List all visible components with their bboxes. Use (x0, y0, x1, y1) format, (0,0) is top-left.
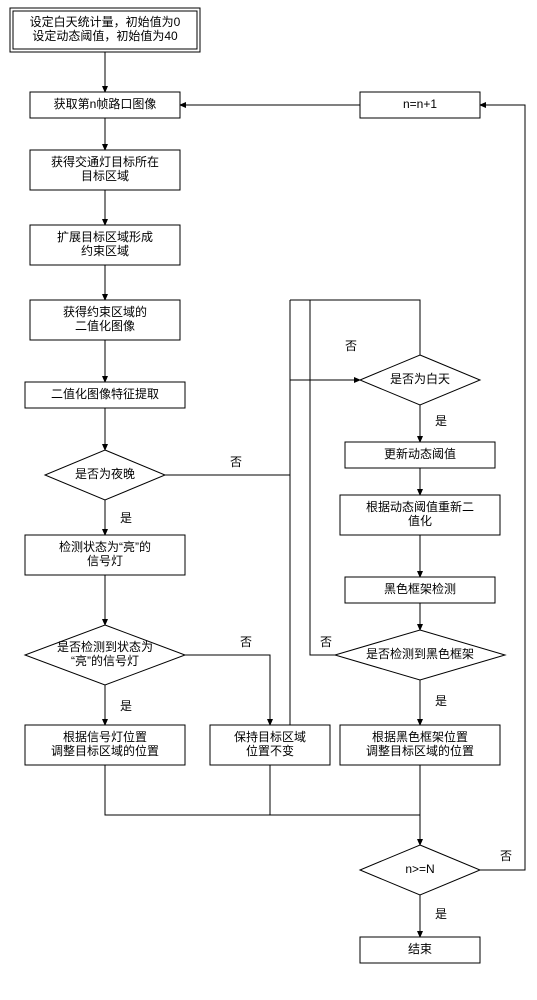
edge-label: 是 (435, 414, 447, 428)
edge-label: 是 (120, 699, 132, 713)
node-text: 根据黑色框架位置 (372, 729, 468, 744)
node-text: 信号灯 (87, 554, 123, 568)
node-text: 调整目标区域的位置 (366, 743, 474, 758)
node-text: “亮”的信号灯 (71, 653, 139, 668)
node-night: 是否为夜晚 (45, 450, 165, 500)
node-text: 是否为白天 (390, 371, 450, 386)
edge-label: 否 (230, 455, 242, 469)
edge-label: 否 (500, 849, 512, 863)
node-feat: 二值化图像特征提取 (25, 382, 185, 408)
node-text: 黑色框架检测 (384, 581, 456, 596)
node-text: 获取第n帧路口图像 (54, 96, 157, 111)
node-rebin: 根据动态阈值重新二值化 (340, 495, 500, 535)
node-text: 约束区域 (81, 243, 129, 258)
node-text: 设定白天统计量，初始值为0 (30, 14, 181, 29)
node-text: 根据动态阈值重新二 (366, 499, 474, 514)
node-bfdet: 黑色框架检测 (345, 577, 495, 603)
node-nN: n>=N (360, 845, 480, 895)
nodes: 设定白天统计量，初始值为0设定动态阈值，初始值为40 获取第n帧路口图像 n=n+1… (10, 8, 505, 963)
node-text: 二值化图像 (75, 318, 135, 333)
flowchart: 是否否是是否否是是否设定白天统计量，初始值为0设定动态阈值，初始值为40获取第n… (0, 0, 537, 1000)
node-bin: 获得约束区域的二值化图像 (30, 300, 180, 340)
node-text: 位置不变 (246, 743, 294, 758)
node-text: 是否检测到黑色框架 (366, 646, 474, 661)
node-text: 设定动态阈值，初始值为40 (32, 28, 178, 43)
node-init: 设定白天统计量，初始值为0设定动态阈值，初始值为40 (10, 8, 200, 52)
node-text: 获得约束区域的 (63, 304, 147, 319)
node-updthr: 更新动态阈值 (345, 442, 495, 468)
edge-label: 是 (120, 511, 132, 525)
node-text: 扩展目标区域形成 (57, 230, 153, 244)
node-text: 目标区域 (81, 169, 129, 183)
node-text: 根据信号灯位置 (63, 729, 147, 744)
node-inc: n=n+1 (360, 92, 480, 118)
node-text: 检测状态为“亮”的 (59, 539, 151, 554)
node-detlit: 检测状态为“亮”的信号灯 (25, 535, 185, 575)
node-expand: 扩展目标区域形成约束区域 (30, 225, 180, 265)
node-adjbf: 根据黑色框架位置调整目标区域的位置 (340, 725, 500, 765)
node-day: 是否为白天 (360, 355, 480, 405)
edge-label: 否 (320, 635, 332, 649)
edge-label: 是 (435, 907, 447, 921)
node-acq: 获取第n帧路口图像 (30, 92, 180, 118)
node-text: n=n+1 (403, 97, 437, 111)
node-text: 获得交通灯目标所在 (51, 154, 159, 169)
node-tl: 获得交通灯目标所在目标区域 (30, 150, 180, 190)
node-text: 更新动态阈值 (384, 446, 456, 461)
node-bfq: 是否检测到黑色框架 (335, 630, 505, 680)
node-keep: 保持目标区域位置不变 (210, 725, 330, 765)
edge-label: 否 (345, 339, 357, 353)
node-text: 调整目标区域的位置 (51, 743, 159, 758)
node-litq: 是否检测到状态为“亮”的信号灯 (25, 625, 185, 685)
node-end: 结束 (360, 937, 480, 963)
node-text: 保持目标区域 (234, 729, 306, 744)
node-adjlit: 根据信号灯位置调整目标区域的位置 (25, 725, 185, 765)
edge-label: 是 (435, 694, 447, 708)
node-text: 结束 (408, 942, 432, 956)
node-text: 是否为夜晚 (75, 466, 135, 481)
node-text: n>=N (405, 862, 434, 876)
node-text: 值化 (408, 513, 432, 528)
node-text: 二值化图像特征提取 (51, 386, 159, 401)
edge-label: 否 (240, 635, 252, 649)
node-text: 是否检测到状态为 (57, 639, 153, 654)
